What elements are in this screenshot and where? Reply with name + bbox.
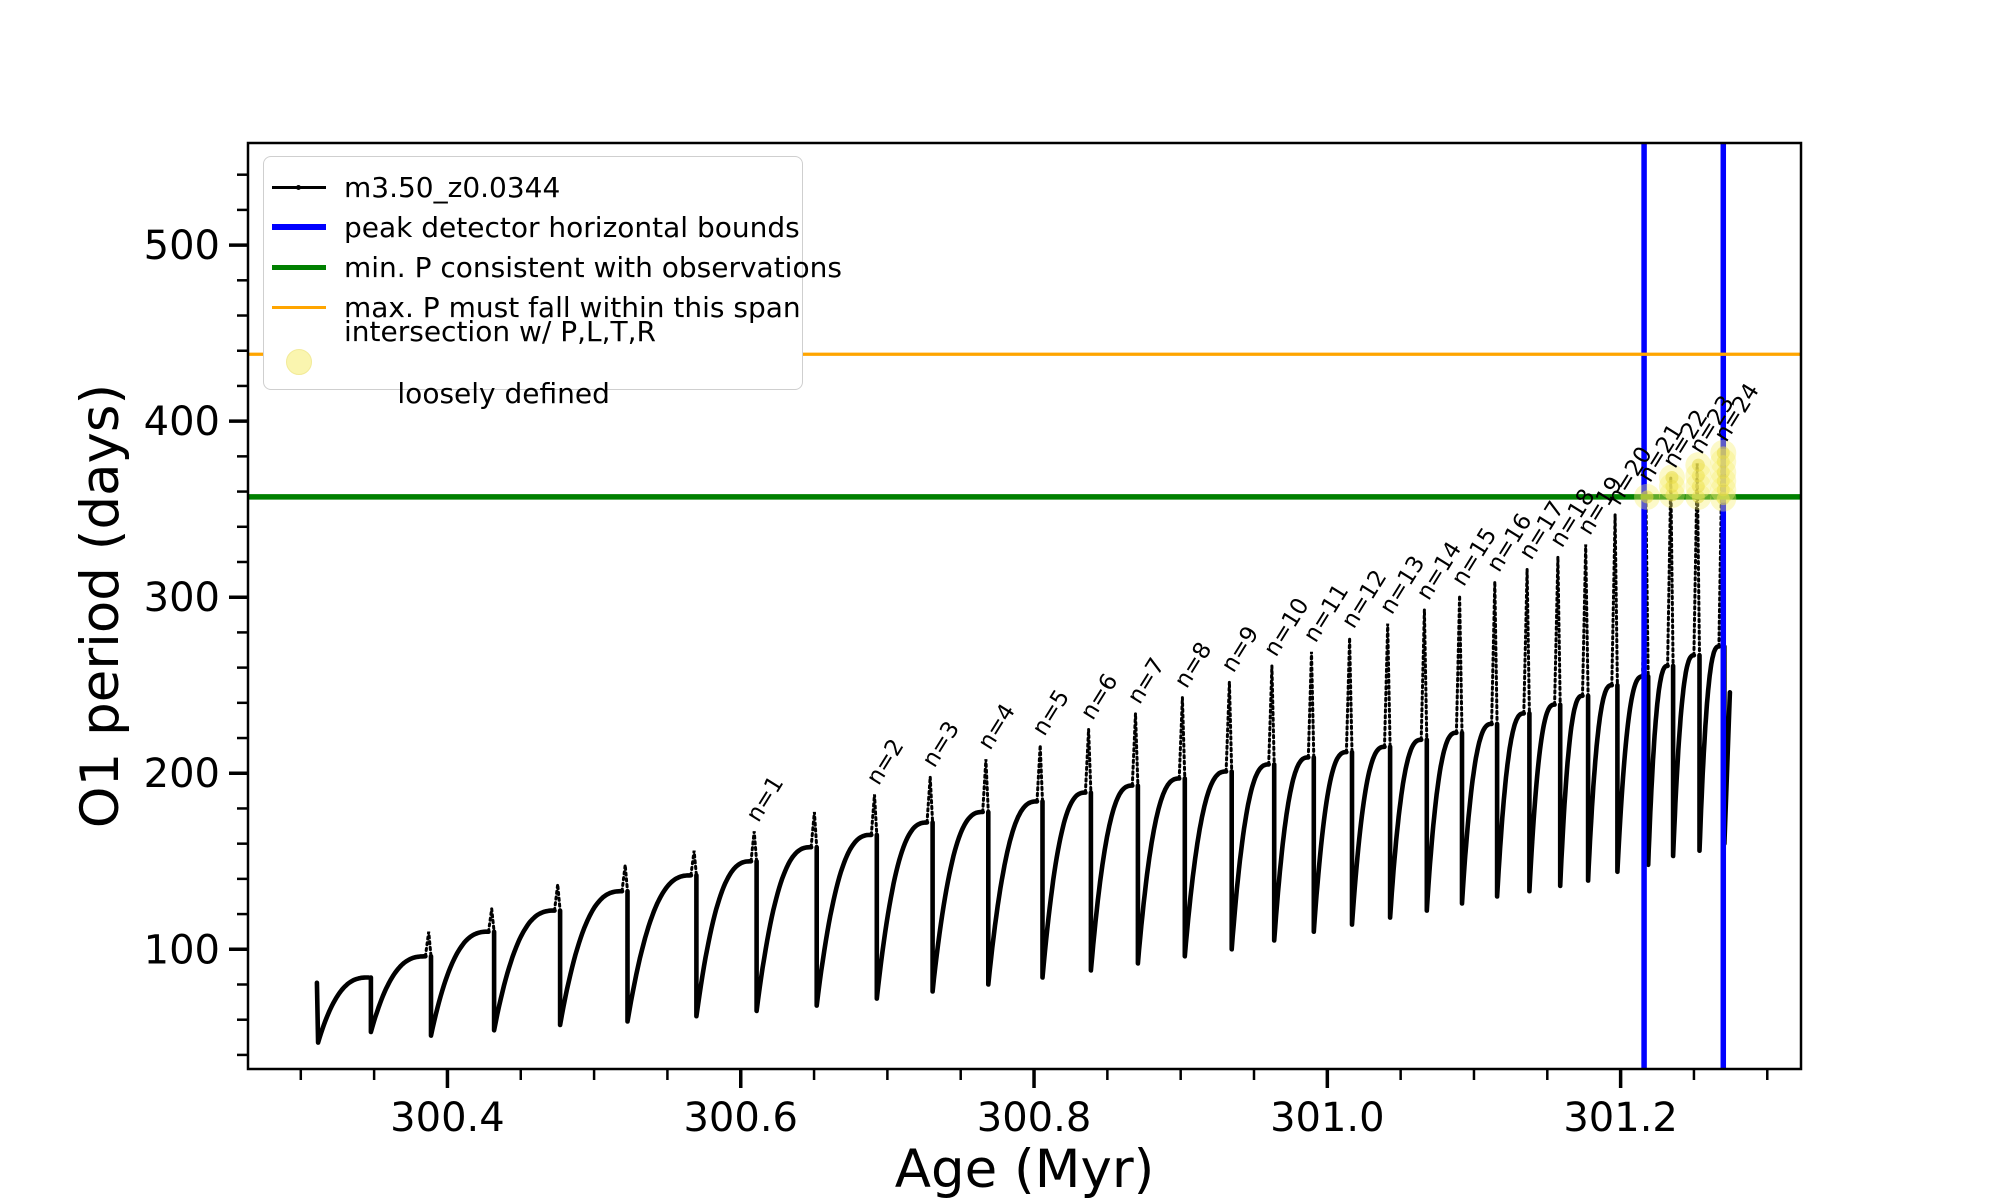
legend-series-label: m3.50_z0.0344: [344, 170, 561, 204]
y-tick-label: 100: [144, 927, 220, 973]
legend-blue-label: peak detector horizontal bounds: [344, 210, 800, 244]
legend: m3.50_z0.0344 peak detector horizontal b…: [263, 156, 842, 409]
axis-ticks: [229, 173, 1769, 1088]
peak-label: n=8: [1170, 638, 1218, 693]
legend-row-intersection: intersection w/ P,L,T,R loosely defined: [272, 316, 802, 409]
peak-label: n=3: [917, 717, 965, 772]
peak-label: n=6: [1076, 670, 1124, 725]
intersection-marker-icon: [272, 349, 326, 375]
legend-orange-label: max. P must fall within this span: [344, 290, 801, 324]
intersection-marker-core: [1665, 470, 1679, 484]
green-line-icon: [272, 264, 326, 270]
peak-label: n=5: [1027, 685, 1075, 740]
legend-row-min-p: min. P consistent with observations: [272, 247, 842, 287]
legend-row-peak-bounds: peak detector horizontal bounds: [272, 207, 802, 247]
y-tick-label: 400: [144, 399, 220, 445]
peak-detector-bounds-lines: [1641, 143, 1727, 1069]
peak-label: n=1: [741, 772, 789, 827]
peak-label: n=9: [1217, 622, 1265, 677]
intersection-marker-core: [1691, 469, 1705, 483]
x-tick-label: 301.0: [1270, 1095, 1385, 1141]
x-tick-label: 300.8: [977, 1095, 1092, 1141]
peak-label: n=7: [1123, 654, 1171, 709]
legend-row-max-p: max. P must fall within this span: [272, 287, 802, 327]
intersection-marker-core: [1716, 446, 1730, 460]
y-tick-label: 300: [144, 575, 220, 621]
blue-line-icon: [272, 224, 326, 230]
intersection-marker-core: [1691, 479, 1705, 493]
axis-tick-labels: 300.4 300.6 300.8 301.0 301.2 100 200 300 400 500: [144, 223, 1678, 1141]
x-tick-label: 300.4: [390, 1095, 505, 1141]
peak-label: n=2: [862, 735, 910, 790]
legend-green-label: min. P consistent with observations: [344, 250, 842, 284]
legend-row-series: m3.50_z0.0344: [272, 167, 802, 207]
peak-labels: n=1n=2 n=3 n=4 n=5 n=6 n=7 n=8 n=9n=10n=11n=12n…: [741, 379, 1764, 827]
axes-box: [246, 141, 1803, 1071]
x-tick-label: 301.2: [1563, 1095, 1678, 1141]
intersection-marker-core: [1691, 490, 1705, 504]
x-tick-label: 300.6: [683, 1095, 798, 1141]
series-line: [314, 644, 1733, 1045]
y-tick-label: 200: [144, 751, 220, 797]
intersection-markers: [1634, 439, 1737, 512]
y-axis-label: O1 period (days): [70, 384, 131, 828]
series-line-icon: [272, 184, 326, 190]
intersection-marker-core: [1691, 458, 1705, 472]
y-tick-label: 500: [144, 223, 220, 269]
peak-label: n=4: [973, 699, 1021, 754]
legend-intersection-label: intersection w/ P,L,T,R loosely defined: [344, 314, 656, 410]
orange-line-icon: [272, 305, 326, 309]
intersection-marker-core: [1640, 490, 1654, 504]
x-axis-label: Age (Myr): [895, 1139, 1155, 1200]
intersection-marker-core: [1716, 465, 1730, 479]
